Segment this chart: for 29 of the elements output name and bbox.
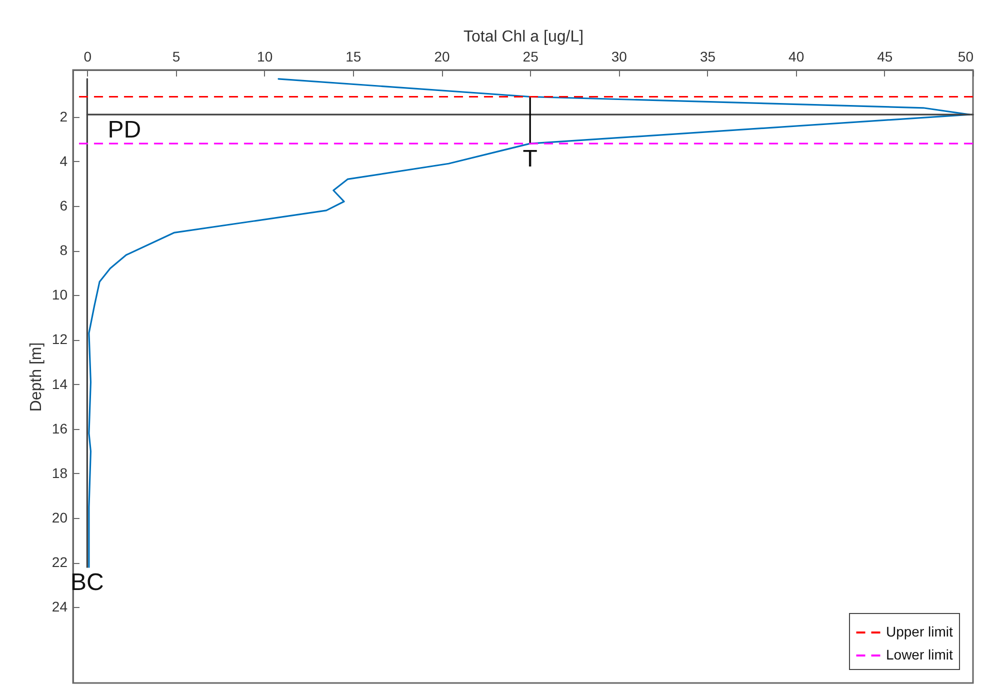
x-tick-label: 5 [172, 48, 180, 64]
legend-label: Upper limit [886, 624, 954, 640]
y-tick-label: 4 [60, 152, 68, 169]
y-tick-label: 18 [52, 464, 68, 481]
x-axis-title: Total Chl a [ug/L] [463, 28, 584, 46]
annotation: T [522, 146, 538, 173]
x-tick-label: 50 [958, 48, 974, 64]
y-axis-title: Depth [m] [28, 342, 45, 412]
x-tick-label: 0 [84, 48, 92, 64]
y-tick-label: 2 [60, 108, 68, 124]
y-tick-label: 10 [52, 286, 68, 303]
x-tick-label: 40 [788, 48, 804, 64]
y-tick-label: 8 [60, 242, 68, 258]
x-tick-label: 30 [611, 48, 628, 64]
annotation: PD [108, 116, 142, 144]
y-tick-label: 12 [52, 331, 68, 348]
x-tick-label: 10 [257, 48, 273, 64]
y-tick-label: 6 [60, 197, 68, 214]
legend-label: Lower limit [886, 646, 954, 662]
y-tick-label: 20 [52, 510, 68, 526]
x-tick-label: 35 [700, 48, 716, 64]
y-tick-label: 24 [52, 598, 68, 615]
y-tick-label: 14 [52, 376, 68, 392]
x-tick-label: 15 [346, 48, 362, 64]
x-tick-label: 25 [522, 48, 539, 64]
x-tick-label: 45 [877, 48, 893, 64]
y-tick-label: 16 [52, 420, 68, 436]
y-tick-label: 22 [52, 554, 68, 570]
x-tick-label: 20 [434, 48, 450, 64]
